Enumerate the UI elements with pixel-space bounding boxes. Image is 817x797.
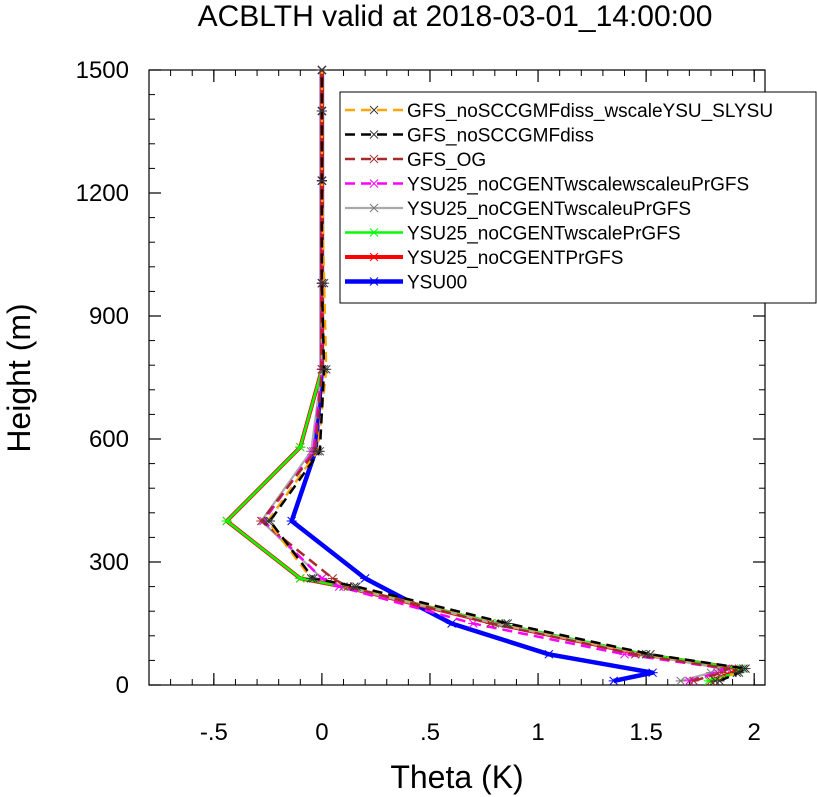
data-point (675, 676, 686, 686)
plot-frame (148, 69, 766, 686)
data-point (308, 574, 319, 583)
legend-label: GFS_noSCCGMFdiss_wscaleYSU_SLYSU (407, 101, 773, 122)
data-point (286, 516, 297, 526)
x-tick-label: 1.5 (629, 719, 662, 746)
y-tick-label: 600 (89, 426, 129, 453)
legend-item: GFS_noSCCGMFdiss (345, 126, 594, 147)
legend-item: YSU25_noCGENTwscaleuPrGFS (345, 199, 691, 220)
data-point (608, 676, 619, 686)
legend-label: GFS_noSCCGMFdiss (407, 126, 594, 147)
data-point (295, 574, 306, 583)
x-tick-group: -.5 0 .5 1 1.5 2 (148, 70, 761, 746)
data-point (714, 676, 725, 686)
data-point (716, 668, 727, 678)
legend-item: GFS_OG (345, 150, 486, 171)
x-tick-label: -.5 (200, 719, 228, 746)
y-tick-label: 900 (89, 303, 129, 330)
legend-label: GFS_OG (407, 150, 486, 171)
legend-item: YSU00 (345, 273, 467, 294)
series-GFS_noSCCGMFdiss (265, 65, 751, 686)
legend-box (339, 91, 817, 304)
legend-label: YSU25_noCGENTPrGFS (407, 248, 623, 269)
plot-area: -.5 0 .5 1 1.5 2 0 300 600 900 1200 1500 (76, 57, 766, 746)
data-point (485, 619, 496, 628)
data-point (734, 668, 745, 678)
legend-label: YSU25_noCGENTwscaleuPrGFS (407, 199, 691, 220)
legend-label: YSU00 (407, 273, 467, 294)
data-point (316, 176, 327, 186)
data-point (446, 619, 457, 628)
data-point (502, 619, 513, 628)
legend-item: YSU25_noCGENTwscalewscaleuPrGFS (345, 175, 749, 196)
data-point (645, 649, 656, 659)
x-tick-label: 1 (531, 719, 544, 746)
series-line (260, 70, 730, 683)
series-line (268, 70, 747, 683)
data-point (360, 574, 371, 583)
legend-item: YSU25_noCGENTwscalePrGFS (345, 224, 681, 245)
data-point (688, 676, 699, 686)
data-point (316, 278, 327, 288)
data-point (319, 364, 330, 374)
y-tick-label: 0 (116, 672, 129, 699)
legend-item: GFS_noSCCGMFdiss_wscaleYSU_SLYSU (345, 101, 773, 122)
x-axis-label: Theta (K) (390, 759, 523, 795)
legend-label: YSU25_noCGENTwscalewscaleuPrGFS (407, 175, 749, 196)
y-tick-label: 300 (89, 549, 129, 576)
x-tick-label: .5 (420, 719, 440, 746)
data-point (316, 106, 327, 116)
data-point (351, 582, 362, 591)
y-tick-label: 1500 (76, 57, 129, 84)
data-point (316, 65, 327, 75)
data-point (295, 442, 306, 452)
series-layer (221, 65, 751, 686)
legend-item: YSU25_noCGENTPrGFS (345, 248, 623, 269)
chart-title: ACBLTH valid at 2018-03-01_14:00:00 (198, 0, 713, 33)
data-point (543, 649, 554, 659)
data-point (314, 446, 325, 456)
data-point (647, 668, 658, 678)
data-point (265, 516, 276, 526)
y-axis-label: Height (m) (1, 303, 37, 452)
x-tick-label: 0 (315, 719, 328, 746)
data-point (221, 516, 232, 526)
y-tick-label: 1200 (76, 180, 129, 207)
x-tick-label: 2 (748, 719, 761, 746)
legend: GFS_noSCCGMFdiss_wscaleYSU_SLYSU GFS_noSC… (339, 91, 817, 304)
data-point (740, 664, 751, 673)
legend-label: YSU25_noCGENTwscalePrGFS (407, 224, 681, 245)
